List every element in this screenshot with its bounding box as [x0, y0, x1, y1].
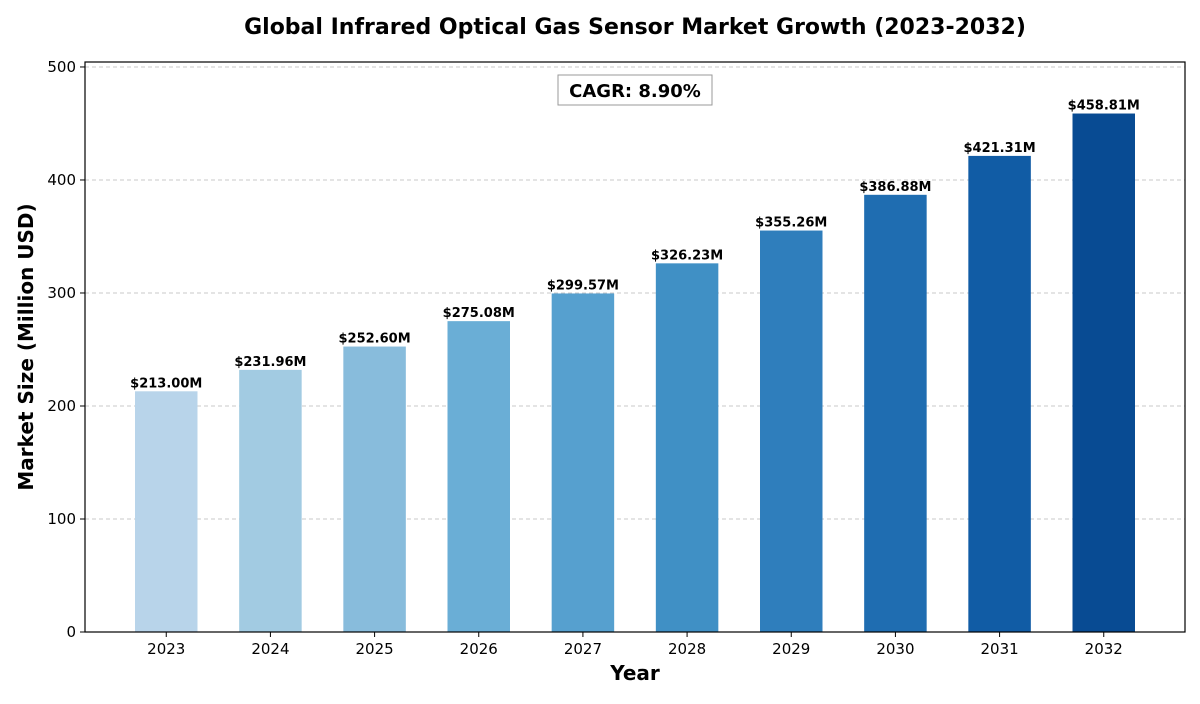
- data-label: $421.31M: [964, 141, 1036, 156]
- y-tick-label: 300: [47, 284, 76, 302]
- cagr-box: [557, 74, 713, 106]
- data-label: $275.08M: [443, 306, 515, 321]
- plot-frame: [84, 61, 1186, 633]
- cagr-text: CAGR: 8.90%: [569, 81, 701, 102]
- bar-2028: [655, 263, 719, 632]
- y-tick-label: 400: [47, 171, 76, 189]
- bar-2026: [447, 321, 510, 632]
- x-tick-label: 2030: [876, 640, 914, 658]
- data-label: $458.81M: [1068, 99, 1140, 114]
- x-tick-label: 2023: [147, 640, 185, 658]
- data-label: $355.26M: [755, 216, 827, 231]
- bar-2024: [239, 369, 302, 632]
- x-tick-label: 2026: [460, 640, 498, 658]
- data-label: $252.60M: [339, 332, 411, 347]
- y-tick-label: 100: [47, 510, 76, 528]
- y-tick-label: 200: [47, 397, 76, 415]
- data-label: $231.96M: [234, 355, 306, 370]
- data-labels: $213.00M $231.96M $252.60M $275.08M $299.57M…: [130, 99, 1140, 392]
- x-tick-label: 2031: [980, 640, 1018, 658]
- x-tick-label: 2032: [1085, 640, 1123, 658]
- x-tick-label: 2027: [564, 640, 602, 658]
- chart-title: Global Infrared Optical Gas Sensor Marke…: [244, 15, 1026, 40]
- x-tick-label: 2024: [251, 640, 289, 658]
- data-label: $213.00M: [130, 376, 202, 391]
- cagr-annotation: CAGR: 8.90%: [557, 74, 713, 106]
- x-axis-label: Year: [609, 661, 660, 685]
- bar-2027: [551, 293, 615, 632]
- data-label: $386.88M: [859, 180, 931, 195]
- bars: [135, 113, 1135, 633]
- y-axis-ticks: 0 100 200 300 400 500: [47, 58, 85, 641]
- bar-2023: [135, 391, 198, 632]
- x-tick-label: 2028: [668, 640, 706, 658]
- data-label: $299.57M: [547, 278, 619, 293]
- bar-2030: [864, 194, 927, 632]
- y-axis-label: Market Size (Million USD): [14, 203, 38, 490]
- x-tick-label: 2025: [355, 640, 393, 658]
- y-tick-label: 500: [47, 58, 76, 76]
- bar-2031: [968, 155, 1031, 633]
- bar-2029: [760, 230, 823, 632]
- data-label: $326.23M: [651, 248, 723, 263]
- bar-2032: [1072, 113, 1135, 633]
- x-axis-ticks: 2023 2024 2025 2026 2027 2028 2029 2030 2031 2032: [147, 632, 1123, 658]
- bar-2025: [343, 346, 406, 632]
- x-tick-label: 2029: [772, 640, 810, 658]
- y-tick-label: 0: [66, 623, 76, 641]
